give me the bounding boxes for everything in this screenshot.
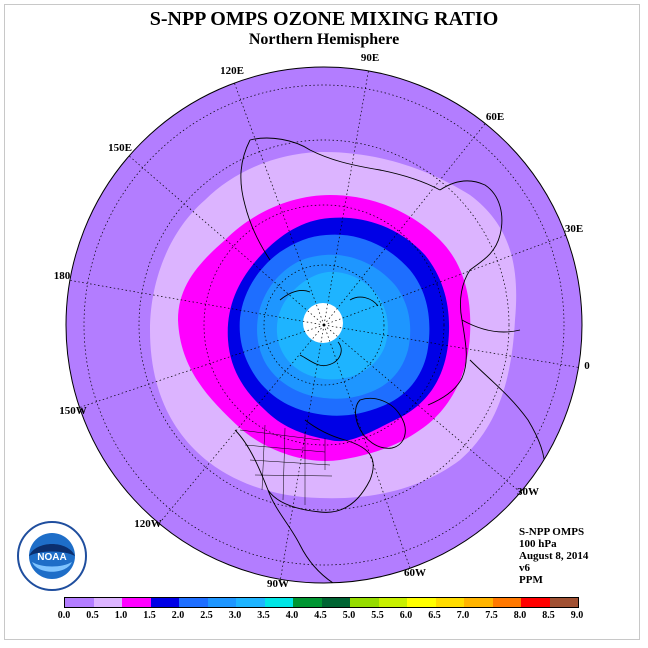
colorbar-tick-label: 0.0	[57, 610, 71, 621]
coastline-africa	[544, 469, 576, 511]
colorbar-segment	[264, 598, 293, 607]
colorbar-segment	[321, 598, 350, 607]
colorbar-segment	[65, 598, 94, 607]
noaa-logo: NOAA	[17, 521, 87, 591]
info-pressure-level: 100 hPa	[519, 538, 557, 550]
meridian-90e	[323, 67, 371, 326]
lon-label-150w: 150W	[59, 405, 87, 417]
meridian-60w	[323, 324, 411, 569]
meridian-180	[67, 279, 325, 326]
ozone-field	[66, 67, 582, 583]
colorbar-tick-label: 1.0	[114, 610, 128, 621]
us-state-borders	[239, 424, 333, 505]
coastline-greenland	[355, 397, 406, 449]
meridian-30w	[323, 324, 521, 493]
longitude-labels: 90E 60E 30E 0 30W 60W 90W 120W 150W 180 …	[54, 52, 591, 590]
coastline-eurasia	[427, 180, 503, 406]
coastline-arctic-islands	[279, 289, 379, 367]
graticule	[67, 67, 582, 583]
colorbar-segment	[435, 598, 464, 607]
figure-frame	[4, 4, 640, 640]
lon-label-30w: 30W	[517, 486, 539, 498]
colorbar-tick-label: 8.5	[542, 610, 555, 621]
colorbar-segment	[93, 598, 122, 607]
colorbar-tick-label: 8.0	[513, 610, 527, 621]
colorbar-segment	[236, 598, 265, 607]
lon-label-60w: 60W	[404, 567, 426, 579]
colorbar-segment	[464, 598, 493, 607]
colorbar-segment	[549, 598, 578, 607]
colorbar-segment	[293, 598, 322, 607]
colorbar-tick-label: 9.0	[570, 610, 584, 621]
coastline-europe	[461, 319, 546, 471]
meridian-150w	[77, 324, 325, 409]
colorbar-tick-label: 0.5	[86, 610, 99, 621]
colorbar-tick-labels: 0.0 0.5 1.0 1.5 2.0 2.5 3.0 3.5 4.0 4.5 5.0 5.5 6.0 6…	[0, 610, 648, 624]
colorbar-segment	[492, 598, 521, 607]
colorbar-tick-label: 7.0	[456, 610, 470, 621]
colorbar-segment	[150, 598, 179, 607]
latitude-circle-10	[83, 84, 565, 566]
colorbar-tick-label: 3.5	[257, 610, 270, 621]
colorbar-tick-label: 2.5	[200, 610, 213, 621]
colorbar-tick-label: 5.5	[371, 610, 384, 621]
colorbar-tick-label: 2.0	[171, 610, 185, 621]
lon-label-120e: 120E	[220, 65, 244, 77]
lon-label-0: 0	[584, 360, 590, 372]
colorbar-segment	[122, 598, 151, 607]
latitude-circle-30	[138, 139, 510, 511]
colorbar	[64, 597, 579, 608]
info-date: August 8, 2014	[519, 550, 589, 562]
colorbar-tick-label: 6.5	[428, 610, 441, 621]
colorbar-tick-label: 5.0	[342, 610, 356, 621]
coastline-north-america	[234, 419, 374, 583]
colorbar-tick-label: 3.0	[228, 610, 242, 621]
coastline-asia-east	[240, 137, 441, 261]
meridian-30e	[323, 232, 573, 326]
colorbar-segment	[378, 598, 407, 607]
colorbar-segment	[179, 598, 208, 607]
lon-label-90w: 90W	[267, 578, 289, 590]
lon-label-60e: 60E	[486, 111, 504, 123]
colorbar-segment	[521, 598, 550, 607]
figure-title: S-NPP OMPS OZONE MIXING RATIO	[149, 8, 499, 30]
noaa-logo-text: NOAA	[37, 552, 66, 563]
meridian-150e	[127, 154, 325, 326]
lon-label-90e: 90E	[361, 52, 379, 64]
lon-label-180: 180	[54, 270, 71, 282]
latitude-circle-50	[203, 204, 445, 446]
lon-label-120w: 120W	[134, 518, 162, 530]
lon-label-30e: 30E	[565, 223, 583, 235]
map-boundary	[65, 66, 583, 584]
meridian-90w	[279, 324, 325, 583]
colorbar-tick-label: 7.5	[485, 610, 498, 621]
info-units: PPM	[519, 574, 543, 586]
latitude-circle-70	[263, 264, 385, 386]
colorbar-tick-label: 4.0	[285, 610, 299, 621]
colorbar-segment	[350, 598, 379, 607]
colorbar-tick-label: 6.0	[399, 610, 413, 621]
lon-label-150e: 150E	[108, 142, 132, 154]
info-block: S-NPP OMPS 100 hPa August 8, 2014 v6 PPM	[519, 526, 588, 586]
info-version: v6	[519, 562, 530, 574]
colorbar-tick-label: 1.5	[143, 610, 156, 621]
colorbar-segment	[407, 598, 436, 607]
colorbar-tick-label: 4.5	[314, 610, 327, 621]
figure-subtitle: Northern Hemisphere	[248, 31, 400, 48]
colorbar-segment	[207, 598, 236, 607]
info-satellite: S-NPP OMPS	[519, 526, 585, 538]
